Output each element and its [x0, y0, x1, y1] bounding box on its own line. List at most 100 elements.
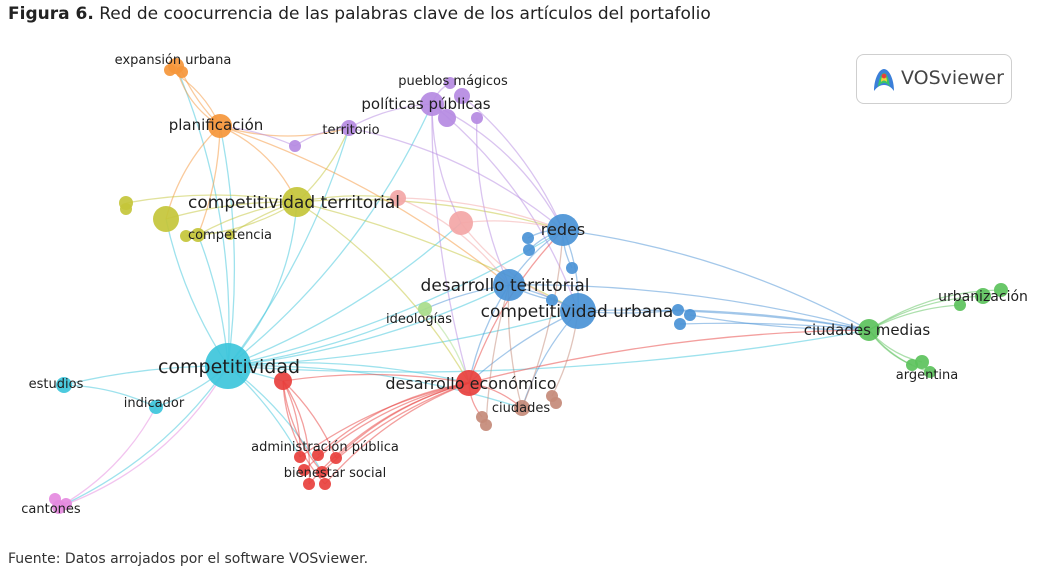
edge-des_econ-redes [468, 229, 564, 384]
edge-des_econ-r1 [282, 373, 470, 384]
edge-planificacion-des_terr [219, 125, 510, 286]
node-y4 [180, 230, 192, 242]
edge-pink1-redes [397, 197, 564, 231]
edge-pol2-redes [461, 95, 564, 231]
edge-competitividad-ciud_medias [227, 329, 870, 373]
label-planificacion: planificación [169, 116, 264, 134]
vosviewer-logo-text: VOSviewer [901, 67, 1004, 89]
node-g3 [906, 359, 918, 371]
edge-competitividad-cantones [58, 365, 229, 508]
node-b1 [522, 232, 534, 244]
node-indicador [149, 400, 163, 414]
edge-competitividad-comp_terr [227, 201, 298, 367]
edge-des_econ-r6 [324, 382, 470, 485]
edge-y2-comp_terr [125, 194, 298, 204]
edge-b7-ciud_medias [679, 322, 870, 331]
label-cantones: cantones [21, 502, 81, 517]
node-r3 [330, 452, 342, 464]
node-y5 [225, 230, 235, 240]
node-r5 [303, 478, 315, 490]
node-b7 [674, 318, 686, 330]
node-politicas [420, 92, 444, 116]
vosviewer-logo-icon [874, 69, 894, 91]
node-estudios [56, 377, 72, 393]
edge-redes-ciud_medias [562, 229, 870, 331]
node-b4 [546, 294, 558, 306]
node-y3 [120, 203, 132, 215]
node-pol3 [438, 109, 456, 127]
node-pueblos [444, 77, 456, 89]
edge-planificacion-territorio [219, 125, 350, 137]
edge-des_econ-r2 [317, 382, 470, 456]
edge-des_econ-bienestar [321, 382, 470, 473]
node-terr2 [289, 140, 301, 152]
edge-ciudades-redes [521, 229, 564, 409]
edge-competitividad-redes [227, 229, 564, 367]
node-ideologias [418, 302, 432, 316]
node-b2 [523, 244, 535, 256]
edge-competitividad-expansion [175, 65, 230, 367]
edge-competitividad-planificacion [219, 125, 236, 367]
node-b5 [672, 304, 684, 316]
edge-b5-ciud_medias [677, 309, 870, 331]
label-expansion: expansión urbana [115, 53, 232, 68]
edge-cantones-competitividad [58, 365, 229, 508]
node-b6 [684, 309, 696, 321]
edge-competitividad-politicas [227, 103, 433, 367]
node-competencia [191, 228, 205, 242]
node-urbanizacion [975, 288, 991, 304]
label-comp_terr: competitividad territorial [188, 193, 400, 213]
edge-planificacion-comp_terr [219, 125, 298, 203]
node-r2 [312, 449, 324, 461]
node-exp2 [164, 64, 176, 76]
edge-competitividad-territorio [227, 127, 350, 367]
figure-source: Fuente: Datos arrojados por el software … [8, 551, 369, 567]
node-g4 [924, 366, 936, 378]
node-comp_terr [282, 187, 312, 217]
node-competitividad [205, 343, 251, 389]
node-redes [547, 214, 579, 246]
edge-comp_terr-redes [296, 198, 564, 231]
node-territorio [341, 120, 357, 136]
node-r4 [298, 464, 310, 476]
node-pol4 [471, 112, 483, 124]
edge-cantones-indicador [58, 406, 157, 508]
node-exp3 [176, 66, 188, 78]
edge-des_econ-r4 [303, 382, 470, 471]
node-bienestar [316, 466, 328, 478]
edge-competitividad-des_terr [227, 284, 510, 367]
figure-caption: Red de coocurrencia de las palabras clav… [99, 4, 711, 24]
edge-comp_terr-des_econ [296, 201, 470, 384]
edge-competitividad-pink2 [227, 222, 462, 367]
label-argentina: argentina [896, 368, 959, 383]
edge-planificacion-competencia [197, 125, 221, 236]
node-br4 [480, 419, 492, 431]
label-estudios: estudios [29, 377, 84, 392]
node-pink2 [449, 211, 473, 235]
edge-r1-bienestar [282, 380, 323, 473]
vosviewer-logo: VOSviewer [856, 54, 1012, 104]
edge-des_terr-ciud_medias [508, 284, 870, 331]
edge-competitividad-des_econ [227, 362, 470, 384]
edge-politicas-des_econ [431, 103, 470, 384]
node-r6 [319, 478, 331, 490]
figure-number: Figura 6. [8, 4, 94, 24]
node-m2 [60, 498, 72, 510]
label-bienestar: bienestar social [284, 466, 386, 481]
node-b3 [566, 262, 578, 274]
label-competencia: competencia [188, 228, 272, 243]
node-des_terr [493, 269, 525, 301]
node-comp_urb [560, 293, 596, 329]
node-br2 [550, 397, 562, 409]
network-nodes [49, 58, 1008, 514]
label-urbanizacion: urbanización [938, 289, 1028, 305]
label-ideologias: ideologías [386, 312, 452, 327]
node-ciud_medias [858, 319, 880, 341]
edge-r1-r3 [282, 380, 337, 459]
node-pol2 [454, 88, 470, 104]
figure-title: Figura 6. Red de coocurrencia de las pal… [8, 4, 711, 24]
node-des_econ [456, 370, 482, 396]
node-admin [294, 451, 306, 463]
label-territorio: territorio [322, 123, 379, 138]
edge-estudios-indicador [63, 384, 157, 408]
